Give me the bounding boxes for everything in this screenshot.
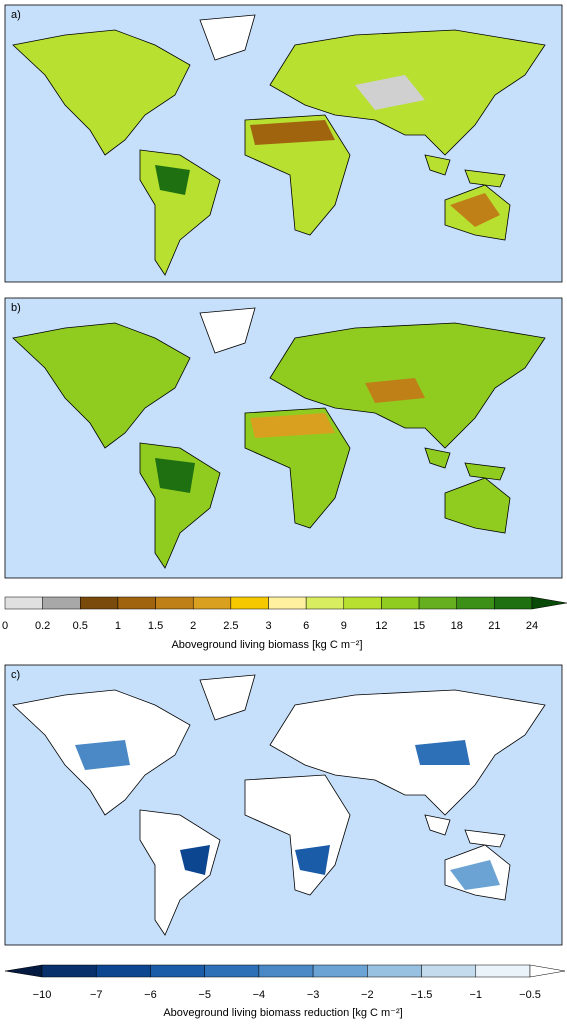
colorbar-biomass: 0 0.2 0.5 1 1.5 2 2.5 3 6 9 12 15 18 21 24 Aboveground … [2,596,567,651]
colorbar-bin [155,596,194,610]
colorbar-bin [343,596,382,610]
colorbar-bin [418,596,457,610]
colorbar-tick-label: −1.5 [411,989,433,1001]
colorbar-tick-label: −7 [90,989,103,1001]
colorbar-bin [258,964,314,978]
colorbar-bin [367,964,422,978]
colorbar-bin [456,596,495,610]
colorbar-tick-label: 2 [190,620,196,632]
colorbar-bin [204,964,260,978]
colorbar-tick-label: −1 [470,989,483,1001]
colorbar-tick-label: 0.5 [73,620,88,632]
colorbar-tick-label: −4 [253,989,266,1001]
colorbar-extend [531,596,567,610]
panel-label: b) [11,302,21,314]
colorbar-tick-label: −0.5 [519,989,541,1001]
colorbar-bin [305,596,345,610]
colorbar-tick-label: −3 [307,989,320,1001]
colorbar-tick-label: −5 [198,989,211,1001]
colorbar-tick-label: 0 [2,620,8,632]
colorbar-tick-label: 15 [413,620,425,632]
colorbar-bin [312,964,368,978]
colorbar-bin [475,964,531,978]
colorbar-tick-label: 12 [375,620,387,632]
colorbar-bin [150,964,205,978]
colorbar-tick-label: 1.5 [148,620,163,632]
colorbar-title: Aboveground living biomass reduction [kg… [163,1007,402,1019]
map-a: a) [4,4,563,283]
colorbar-bin [381,596,420,610]
colorbar-bin [230,596,269,610]
colorbar-bin [421,964,477,978]
colorbar-tick-label: 21 [488,620,500,632]
colorbar-bin [268,596,307,610]
colorbar-bin [41,964,97,978]
colorbar-title: Aboveground living biomass [kg C m⁻²] [171,639,362,651]
colorbar-tick-label: −10 [33,989,52,1001]
colorbar-bin [42,596,81,610]
colorbar-bin [494,596,533,610]
colorbar-tick-label: 3 [265,620,271,632]
colorbar-reduction: −10 −7 −6 −5 −4 −3 −2 −1.5 −1 −0.5 Aboveground liv… [4,964,566,1019]
colorbar-tick-label: 9 [341,620,347,632]
colorbar-tick-label: 0.2 [35,620,50,632]
colorbar-bin [80,596,119,610]
panel-label: c) [11,669,20,681]
map-b: b) [4,297,563,579]
colorbar-tick-label: −2 [361,989,374,1001]
colorbar-tick-label: 2.5 [223,620,238,632]
colorbar-tick-label: 24 [526,620,538,632]
colorbar-tick-label: 6 [303,620,309,632]
colorbar-bin [95,964,151,978]
colorbar-extend [529,964,566,978]
colorbar-tick-label: 1 [115,620,121,632]
colorbar-bin [192,596,232,610]
colorbar-extend [4,964,43,978]
colorbar-tick-label: 18 [451,620,463,632]
colorbar-tick-label: −6 [144,989,157,1001]
colorbar-bin [117,596,156,610]
map-c: c) [4,664,563,946]
colorbar-bin [4,596,43,610]
panel-label: a) [11,9,21,21]
